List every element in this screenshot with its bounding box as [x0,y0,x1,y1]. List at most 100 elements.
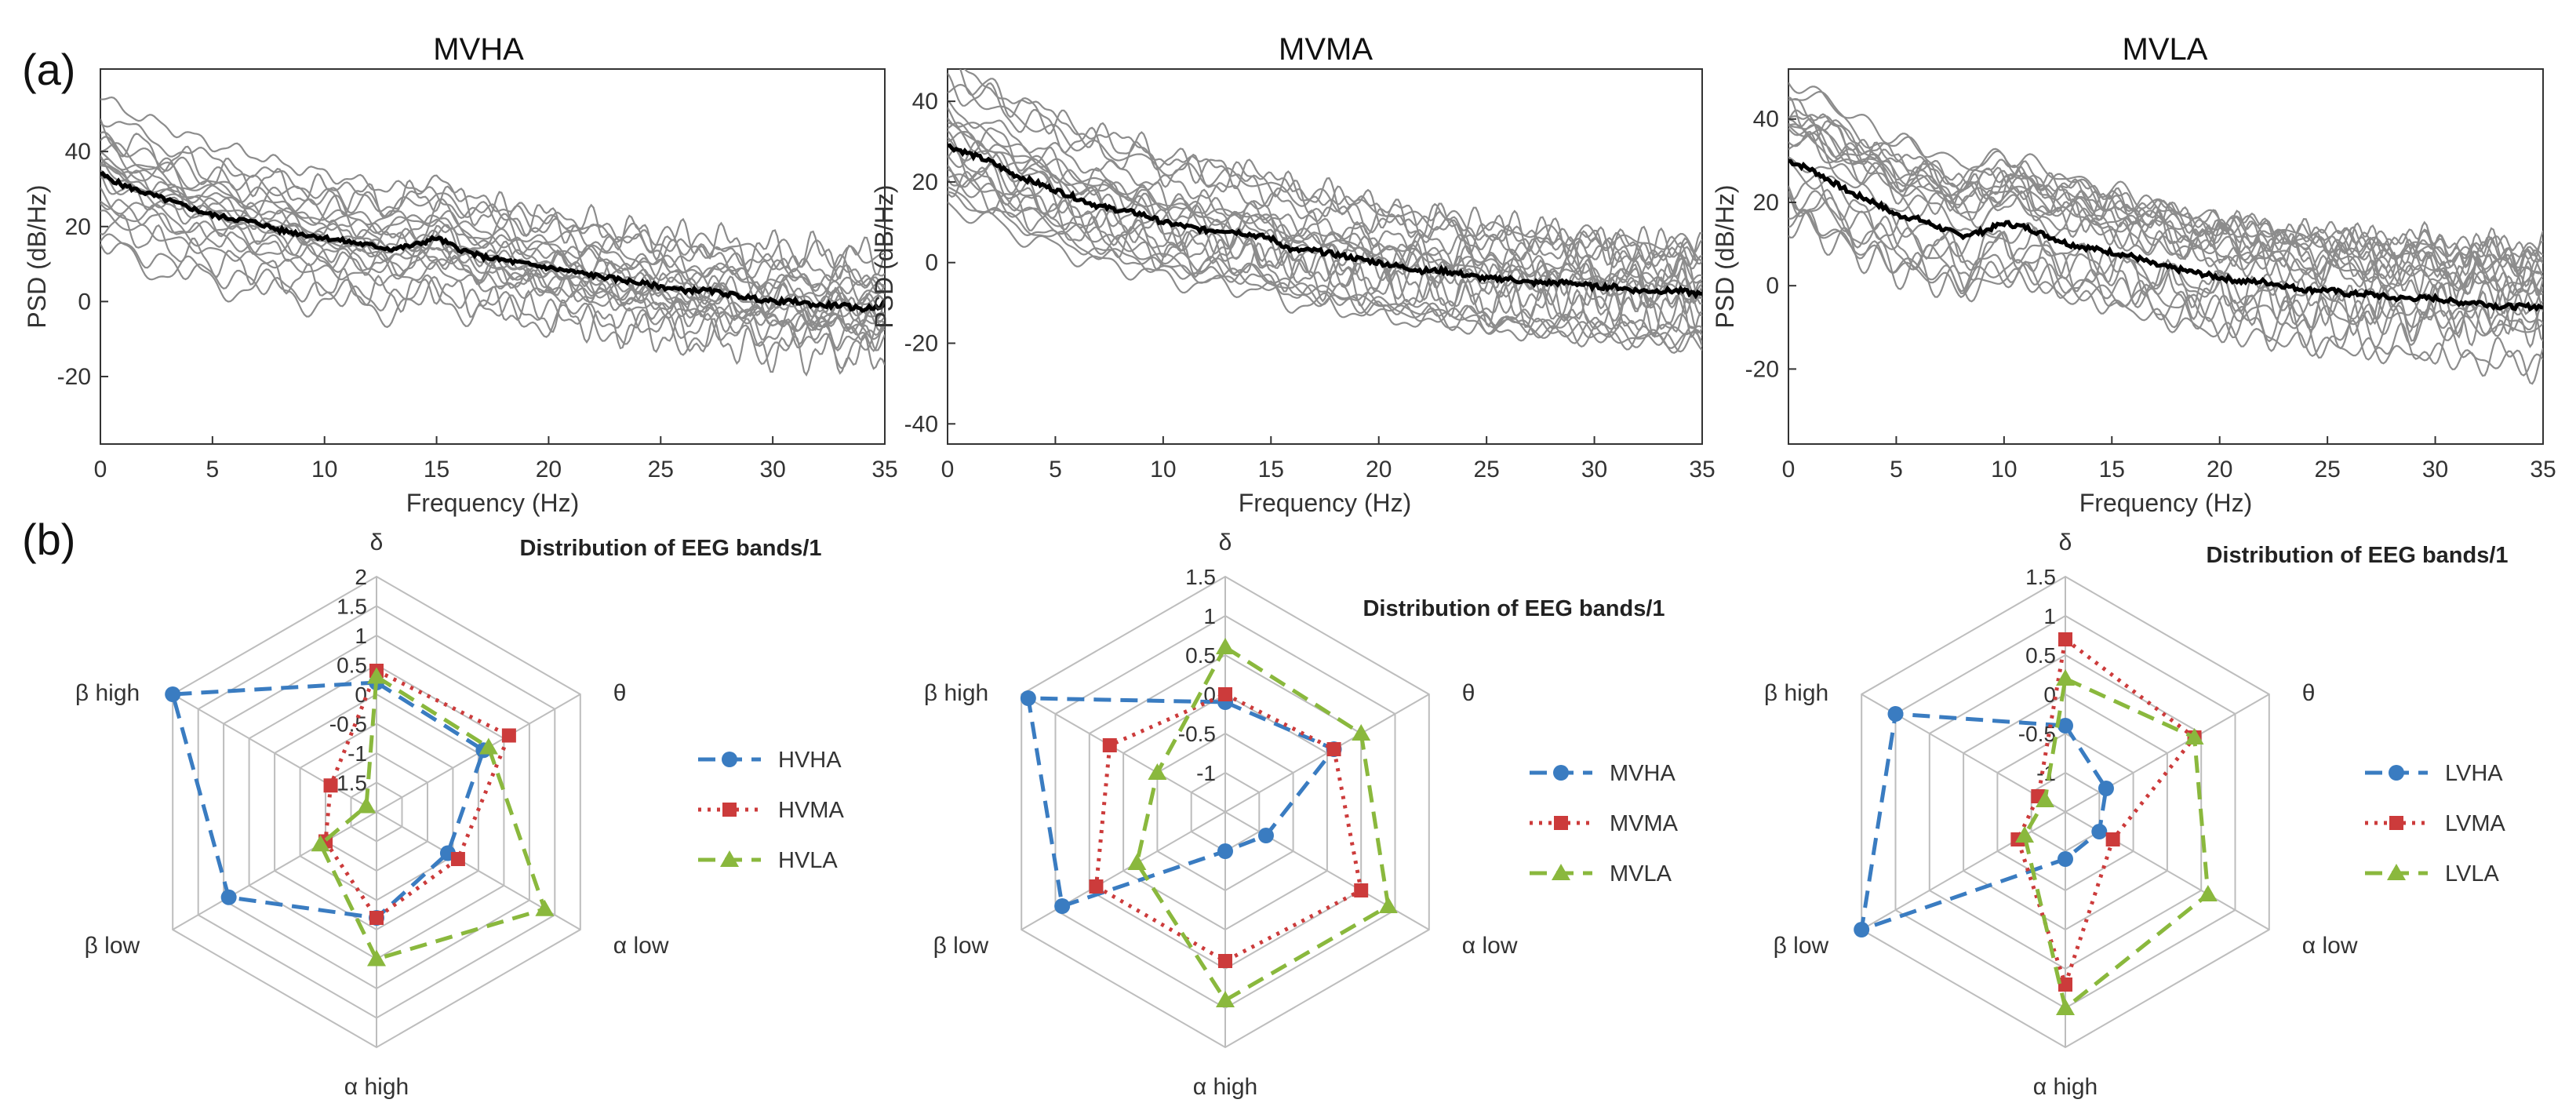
x-tick-label: 5 [1890,457,1903,482]
radar-point [1020,690,1036,706]
psd-trace [948,173,1702,351]
radar-axis-label: δ [1219,530,1232,555]
psd-trace [100,158,885,327]
radar-axis-label: α low [1462,933,1518,959]
psd-chart-mvla: MVLA 0 5 10 15 20 25 30 35 -20 0 20 40 Frequency (Hz)… [1711,32,2556,517]
radar-point [2056,669,2075,686]
x-tick-label: 35 [1689,457,1715,482]
psd-trace [100,121,885,296]
radar-point [357,796,377,814]
radar-tick-label: 1.5 [2025,565,2056,589]
radar-title: Distribution of EEG bands/1 [519,536,821,561]
radar-point [311,835,330,852]
x-tick-label: 20 [536,457,562,482]
radar-tick-label: 0.5 [2025,643,2056,668]
radar-point [478,737,498,755]
legend-label: MVLA [1610,861,1672,886]
psd-trace [948,83,1702,261]
radar-point [2185,728,2204,744]
psd-trace [100,213,885,377]
psd-trace [948,100,1702,265]
x-tick-label: 25 [2314,457,2340,482]
radar-point [1127,854,1147,870]
radar-tick-label: 0.5 [337,653,367,678]
x-axis-label: Frequency (Hz) [2079,489,2253,517]
psd-chart-mvha: MVHA 0 5 10 15 20 25 30 35 -20 0 20 40 Frequency (Hz)… [23,32,898,517]
y-tick-label: 0 [925,250,938,276]
psd-trace [100,233,885,370]
radar-point [367,949,386,967]
radar-point [2058,632,2072,646]
panel-label-a: (a) [22,45,76,94]
x-tick-label: 10 [311,457,337,482]
y-tick-label: 20 [65,214,91,240]
radar-tick-label: 1.5 [1185,565,1216,589]
radar-tick-label: 1 [1203,604,1216,628]
y-axis-label: PSD (dB/Hz) [1711,184,1739,328]
chart-title: MVHA [433,32,524,67]
psd-trace [948,168,1702,354]
radar-point [501,728,516,743]
psd-trace [1788,209,2543,350]
radar-series-line [1093,692,1364,963]
y-tick-label: -20 [57,364,91,390]
radar-axis-label: β low [85,933,140,959]
radar-point [1218,687,1232,701]
psd-trace [948,170,1702,339]
x-tick-label: 15 [1258,457,1284,482]
radar-axis-label: α low [2302,933,2358,959]
x-tick-label: 20 [2207,457,2232,482]
radar-point [1887,706,1904,722]
radar-axis-label: β low [933,933,989,959]
x-tick-label: 20 [1366,457,1392,482]
psd-trace [1788,114,2543,264]
radar-axis-label: α high [2033,1074,2098,1100]
y-tick-label: -20 [1745,356,1779,382]
psd-mean-line [1788,158,2543,312]
radar-point [220,889,237,905]
x-tick-label: 10 [1991,457,2017,482]
radar-tick-label: -1 [1196,761,1216,785]
psd-trace [100,118,885,279]
psd-trace [1788,123,2543,302]
x-tick-label: 25 [648,457,674,482]
y-axis-label: PSD (dB/Hz) [870,184,898,328]
psd-trace [1788,109,2543,275]
radar-point [1217,843,1233,859]
radar-point [1257,828,1274,843]
radar-series-line [1859,712,2108,933]
radar-spoke [1021,694,1226,813]
psd-trace [963,69,1702,267]
radar-point [1216,638,1235,654]
trace-group [948,69,1702,354]
radar-point [535,899,555,916]
radar-axis-label: δ [370,530,384,555]
x-tick-label: 30 [759,457,785,482]
legend-marker [722,803,737,817]
psd-mean-line [948,143,1702,300]
radar-point [1089,879,1104,894]
psd-trace [1788,156,2543,296]
radar-axis-label: β high [1764,680,1828,706]
radar-point [165,686,181,702]
radar-tick-label: 0 [2043,683,2056,707]
y-tick-label: 40 [65,139,91,165]
psd-trace [100,96,885,287]
psd-trace [100,169,885,313]
radar-point [1854,922,1870,937]
radar-tick-label: -0.5 [329,712,367,737]
radar-point [1054,898,1071,914]
psd-trace [1788,208,2543,377]
radar-spoke [172,811,377,930]
radar-point [450,852,465,866]
psd-trace [100,242,885,352]
legend-marker [1552,864,1570,880]
y-tick-label: 40 [912,89,938,115]
radar-series-line [169,680,486,920]
legend-label: LVLA [2445,861,2499,886]
legend-marker [2387,864,2406,880]
x-tick-label: 0 [941,457,955,482]
radar-point [1378,897,1398,913]
